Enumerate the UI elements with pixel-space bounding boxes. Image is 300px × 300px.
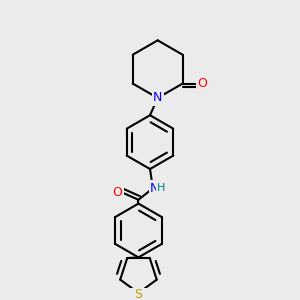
Text: N: N [153, 92, 162, 104]
Text: O: O [197, 77, 207, 90]
Text: S: S [134, 288, 142, 300]
Text: H: H [157, 183, 166, 193]
Text: O: O [112, 186, 122, 199]
Text: N: N [150, 182, 160, 195]
